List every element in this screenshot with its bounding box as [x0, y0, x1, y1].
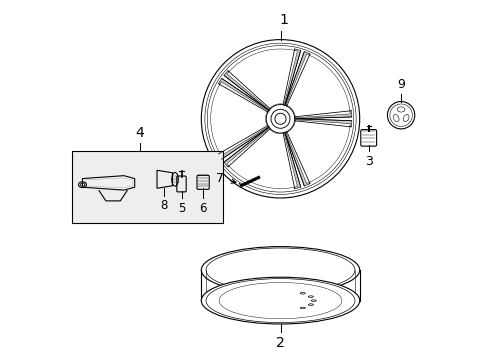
- Polygon shape: [285, 51, 309, 106]
- Text: 4: 4: [135, 126, 144, 140]
- Ellipse shape: [307, 296, 313, 297]
- Ellipse shape: [300, 293, 305, 294]
- Ellipse shape: [300, 307, 305, 309]
- Text: 2: 2: [276, 336, 285, 350]
- Text: 8: 8: [160, 199, 167, 212]
- Polygon shape: [226, 49, 297, 109]
- Polygon shape: [283, 132, 300, 189]
- Polygon shape: [224, 71, 270, 111]
- Text: 7: 7: [216, 172, 224, 185]
- Polygon shape: [294, 119, 351, 127]
- Polygon shape: [285, 54, 349, 118]
- Polygon shape: [82, 176, 134, 190]
- Polygon shape: [224, 127, 270, 167]
- Ellipse shape: [310, 300, 316, 301]
- Ellipse shape: [307, 304, 313, 305]
- FancyBboxPatch shape: [72, 151, 223, 223]
- Text: 1: 1: [279, 13, 288, 27]
- Polygon shape: [210, 82, 267, 156]
- Text: 6: 6: [199, 202, 206, 215]
- Text: 3: 3: [364, 155, 372, 168]
- Polygon shape: [218, 78, 268, 112]
- Polygon shape: [285, 120, 349, 184]
- Polygon shape: [283, 49, 300, 105]
- Polygon shape: [218, 126, 268, 159]
- Polygon shape: [294, 111, 351, 119]
- Polygon shape: [285, 132, 309, 186]
- Polygon shape: [85, 178, 133, 188]
- Polygon shape: [226, 129, 297, 189]
- Text: 9: 9: [396, 78, 404, 91]
- Ellipse shape: [201, 277, 359, 324]
- Text: 5: 5: [178, 202, 185, 215]
